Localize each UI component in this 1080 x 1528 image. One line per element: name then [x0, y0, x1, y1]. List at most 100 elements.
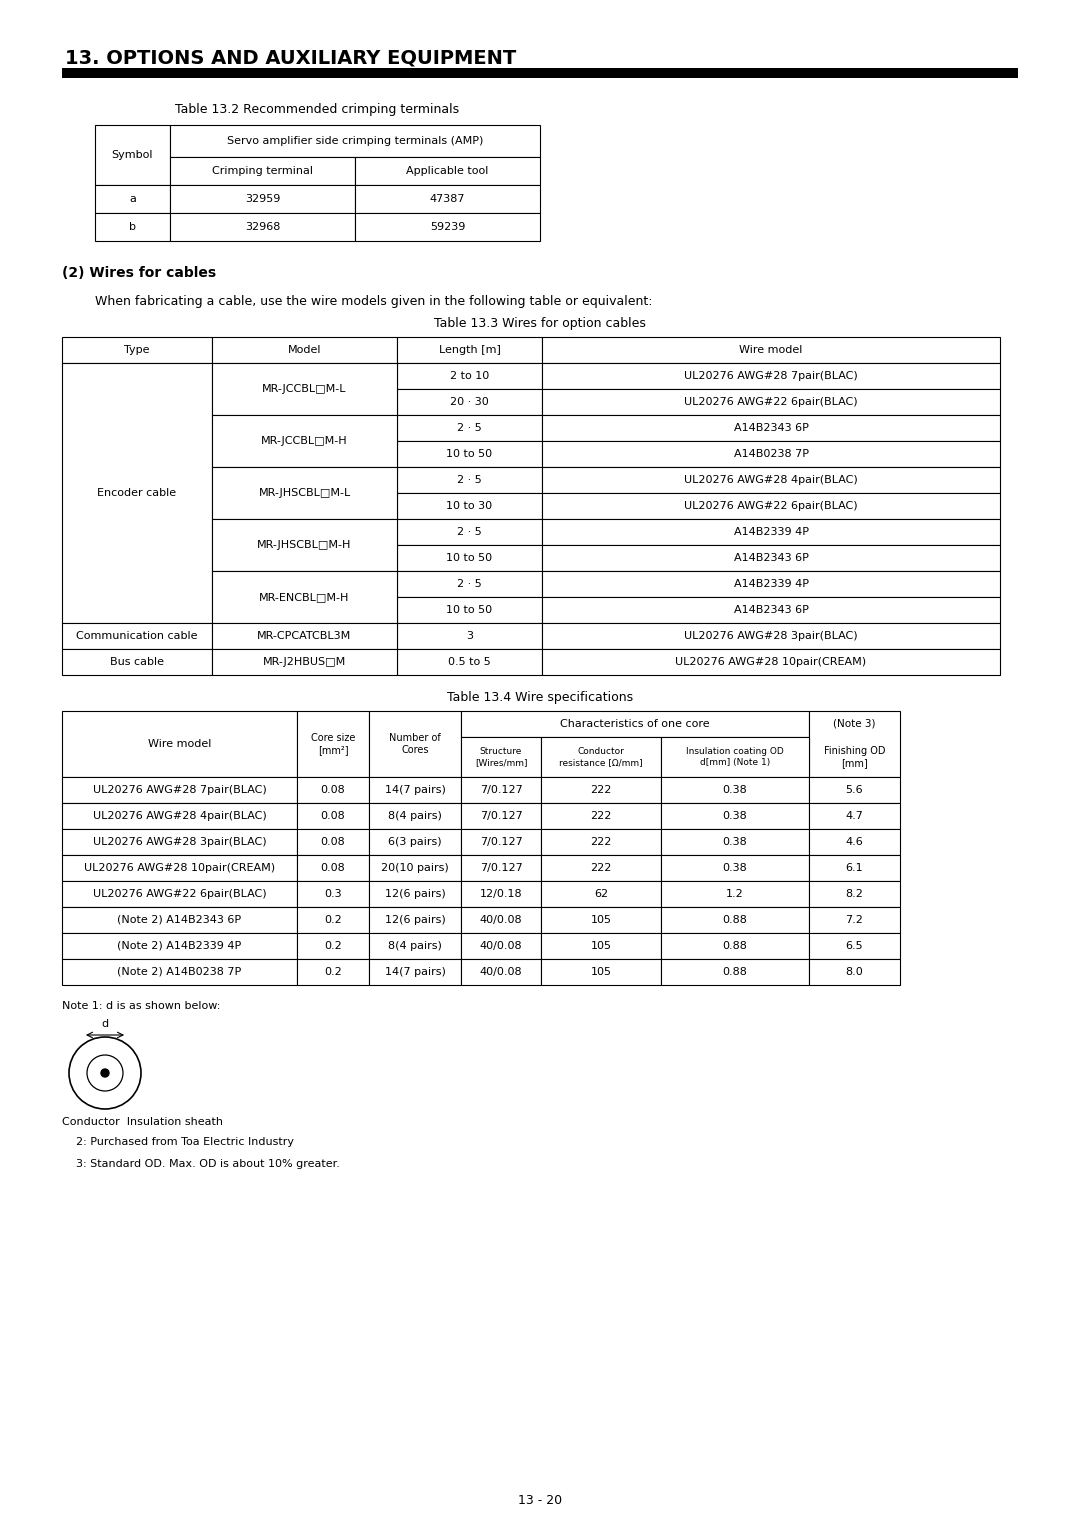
Text: Bus cable: Bus cable — [110, 657, 164, 668]
Bar — [809, 908, 900, 934]
Text: Insulation coating OD
d[mm] (Note 1): Insulation coating OD d[mm] (Note 1) — [686, 747, 784, 767]
Text: (2) Wires for cables: (2) Wires for cables — [62, 266, 216, 280]
Text: 0.08: 0.08 — [321, 811, 346, 821]
Bar — [461, 830, 541, 856]
Text: MR-CPCATCBL3M: MR-CPCATCBL3M — [257, 631, 352, 642]
Bar — [212, 364, 397, 416]
Bar — [541, 908, 661, 934]
Text: 0.88: 0.88 — [723, 941, 747, 950]
Bar — [95, 212, 170, 241]
Bar — [397, 468, 542, 494]
Bar — [809, 804, 900, 830]
Bar — [369, 882, 461, 908]
Bar — [661, 908, 809, 934]
Bar — [369, 804, 461, 830]
Text: 3: 3 — [465, 631, 473, 642]
Text: UL20276 AWG#22 6pair(BLAC): UL20276 AWG#22 6pair(BLAC) — [93, 889, 267, 898]
Text: MR-JCCBL□M-H: MR-JCCBL□M-H — [261, 435, 348, 446]
Text: 222: 222 — [591, 837, 611, 847]
Text: 0.38: 0.38 — [723, 863, 747, 872]
Bar — [62, 960, 297, 986]
Text: 105: 105 — [591, 915, 611, 924]
Text: 105: 105 — [591, 967, 611, 976]
Bar — [297, 778, 369, 804]
Text: 222: 222 — [591, 785, 611, 795]
Text: (Note 2) A14B2339 4P: (Note 2) A14B2339 4P — [118, 941, 242, 950]
Text: UL20276 AWG#22 6pair(BLAC): UL20276 AWG#22 6pair(BLAC) — [685, 501, 858, 510]
Bar — [297, 960, 369, 986]
Text: a: a — [130, 194, 136, 205]
Text: 32959: 32959 — [245, 194, 280, 205]
Text: A14B2343 6P: A14B2343 6P — [733, 605, 809, 614]
Text: 10 to 50: 10 to 50 — [446, 605, 492, 614]
Bar — [62, 649, 212, 675]
Text: 0.2: 0.2 — [324, 915, 342, 924]
Bar — [541, 934, 661, 960]
Bar — [297, 882, 369, 908]
Text: Finishing OD
[mm]: Finishing OD [mm] — [824, 746, 886, 767]
Bar — [95, 185, 170, 212]
Bar — [397, 390, 542, 416]
Text: 10 to 30: 10 to 30 — [446, 501, 492, 510]
Bar — [461, 908, 541, 934]
Bar — [461, 856, 541, 882]
Text: 0.88: 0.88 — [723, 915, 747, 924]
Text: 8(4 pairs): 8(4 pairs) — [388, 811, 442, 821]
Bar — [397, 494, 542, 520]
Text: 40/0.08: 40/0.08 — [480, 967, 523, 976]
Bar — [369, 960, 461, 986]
Text: Structure
[Wires/mm]: Structure [Wires/mm] — [475, 747, 527, 767]
Text: Characteristics of one core: Characteristics of one core — [561, 720, 710, 729]
Text: Servo amplifier side crimping terminals (AMP): Servo amplifier side crimping terminals … — [227, 136, 483, 147]
Bar — [212, 623, 397, 649]
Text: Symbol: Symbol — [111, 150, 153, 160]
Bar — [62, 882, 297, 908]
Text: UL20276 AWG#28 4pair(BLAC): UL20276 AWG#28 4pair(BLAC) — [93, 811, 267, 821]
Text: MR-ENCBL□M-H: MR-ENCBL□M-H — [259, 591, 350, 602]
Bar — [542, 649, 1000, 675]
Text: 7.2: 7.2 — [846, 915, 863, 924]
Text: Wire model: Wire model — [740, 345, 802, 354]
Text: Crimping terminal: Crimping terminal — [212, 167, 313, 176]
Text: UL20276 AWG#28 10pair(CREAM): UL20276 AWG#28 10pair(CREAM) — [84, 863, 275, 872]
Text: 6.5: 6.5 — [846, 941, 863, 950]
Text: Number of
Cores: Number of Cores — [389, 733, 441, 755]
Bar — [397, 623, 542, 649]
Bar — [369, 830, 461, 856]
Bar — [461, 960, 541, 986]
Text: 20 · 30: 20 · 30 — [450, 397, 489, 406]
Bar — [297, 856, 369, 882]
Text: 4.7: 4.7 — [846, 811, 863, 821]
Bar — [170, 185, 355, 212]
Bar — [461, 736, 541, 778]
Bar — [212, 416, 397, 468]
Text: d: d — [102, 1019, 109, 1028]
Bar — [397, 545, 542, 571]
Text: 40/0.08: 40/0.08 — [480, 915, 523, 924]
Text: A14B2343 6P: A14B2343 6P — [733, 553, 809, 562]
Bar — [297, 934, 369, 960]
Text: UL20276 AWG#28 3pair(BLAC): UL20276 AWG#28 3pair(BLAC) — [685, 631, 858, 642]
Bar — [661, 856, 809, 882]
Text: 222: 222 — [591, 811, 611, 821]
Bar — [461, 882, 541, 908]
Bar — [542, 390, 1000, 416]
Text: 5.6: 5.6 — [846, 785, 863, 795]
Text: 1.2: 1.2 — [726, 889, 744, 898]
Bar — [809, 934, 900, 960]
Text: Type: Type — [124, 345, 150, 354]
Text: 0.2: 0.2 — [324, 967, 342, 976]
Bar — [62, 338, 212, 364]
Text: Conductor  Insulation sheath: Conductor Insulation sheath — [62, 1117, 222, 1128]
Text: MR-J2HBUS□M: MR-J2HBUS□M — [262, 657, 346, 668]
Bar — [212, 338, 397, 364]
Text: A14B0238 7P: A14B0238 7P — [733, 449, 809, 458]
Bar — [369, 856, 461, 882]
Text: 2 · 5: 2 · 5 — [457, 475, 482, 484]
Text: 10 to 50: 10 to 50 — [446, 553, 492, 562]
Text: 8(4 pairs): 8(4 pairs) — [388, 941, 442, 950]
Bar — [461, 804, 541, 830]
Text: 8.2: 8.2 — [846, 889, 863, 898]
Text: 12(6 pairs): 12(6 pairs) — [384, 889, 445, 898]
Bar — [369, 778, 461, 804]
